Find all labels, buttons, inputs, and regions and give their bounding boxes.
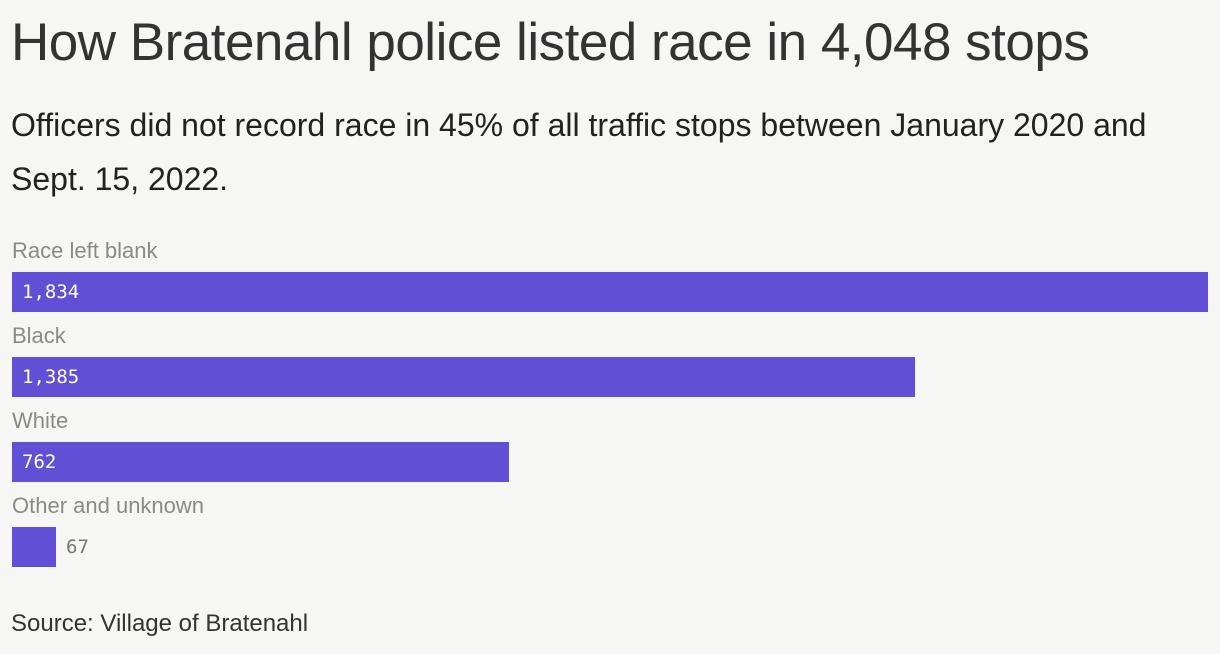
bar bbox=[12, 442, 509, 482]
chart-title: How Bratenahl police listed race in 4,04… bbox=[11, 13, 1090, 72]
bar bbox=[12, 272, 1208, 312]
category-label: Race left blank bbox=[12, 238, 158, 263]
value-label: 1,834 bbox=[22, 281, 80, 303]
category-label: White bbox=[12, 408, 69, 433]
category-label: Black bbox=[12, 323, 66, 348]
bar bbox=[12, 527, 56, 567]
bar bbox=[12, 357, 915, 397]
chart-subtitle: Officers did not record race in 45% of a… bbox=[11, 107, 1147, 197]
bar-row: Black 1,385 bbox=[12, 323, 1208, 407]
bar-row: White 762 bbox=[12, 408, 1208, 492]
value-label: 1,385 bbox=[22, 366, 80, 388]
source-note: Source: Village of Bratenahl bbox=[11, 610, 309, 637]
value-label: 67 bbox=[66, 536, 89, 558]
bar-row: Race left blank 1,834 bbox=[12, 238, 1208, 322]
bar-row: Other and unknown 67 bbox=[12, 493, 1208, 577]
bar-chart: Race left blank 1,834 Black 1,385 White 762 Ot… bbox=[12, 238, 1208, 578]
value-label: 762 bbox=[22, 451, 57, 473]
category-label: Other and unknown bbox=[12, 493, 205, 518]
